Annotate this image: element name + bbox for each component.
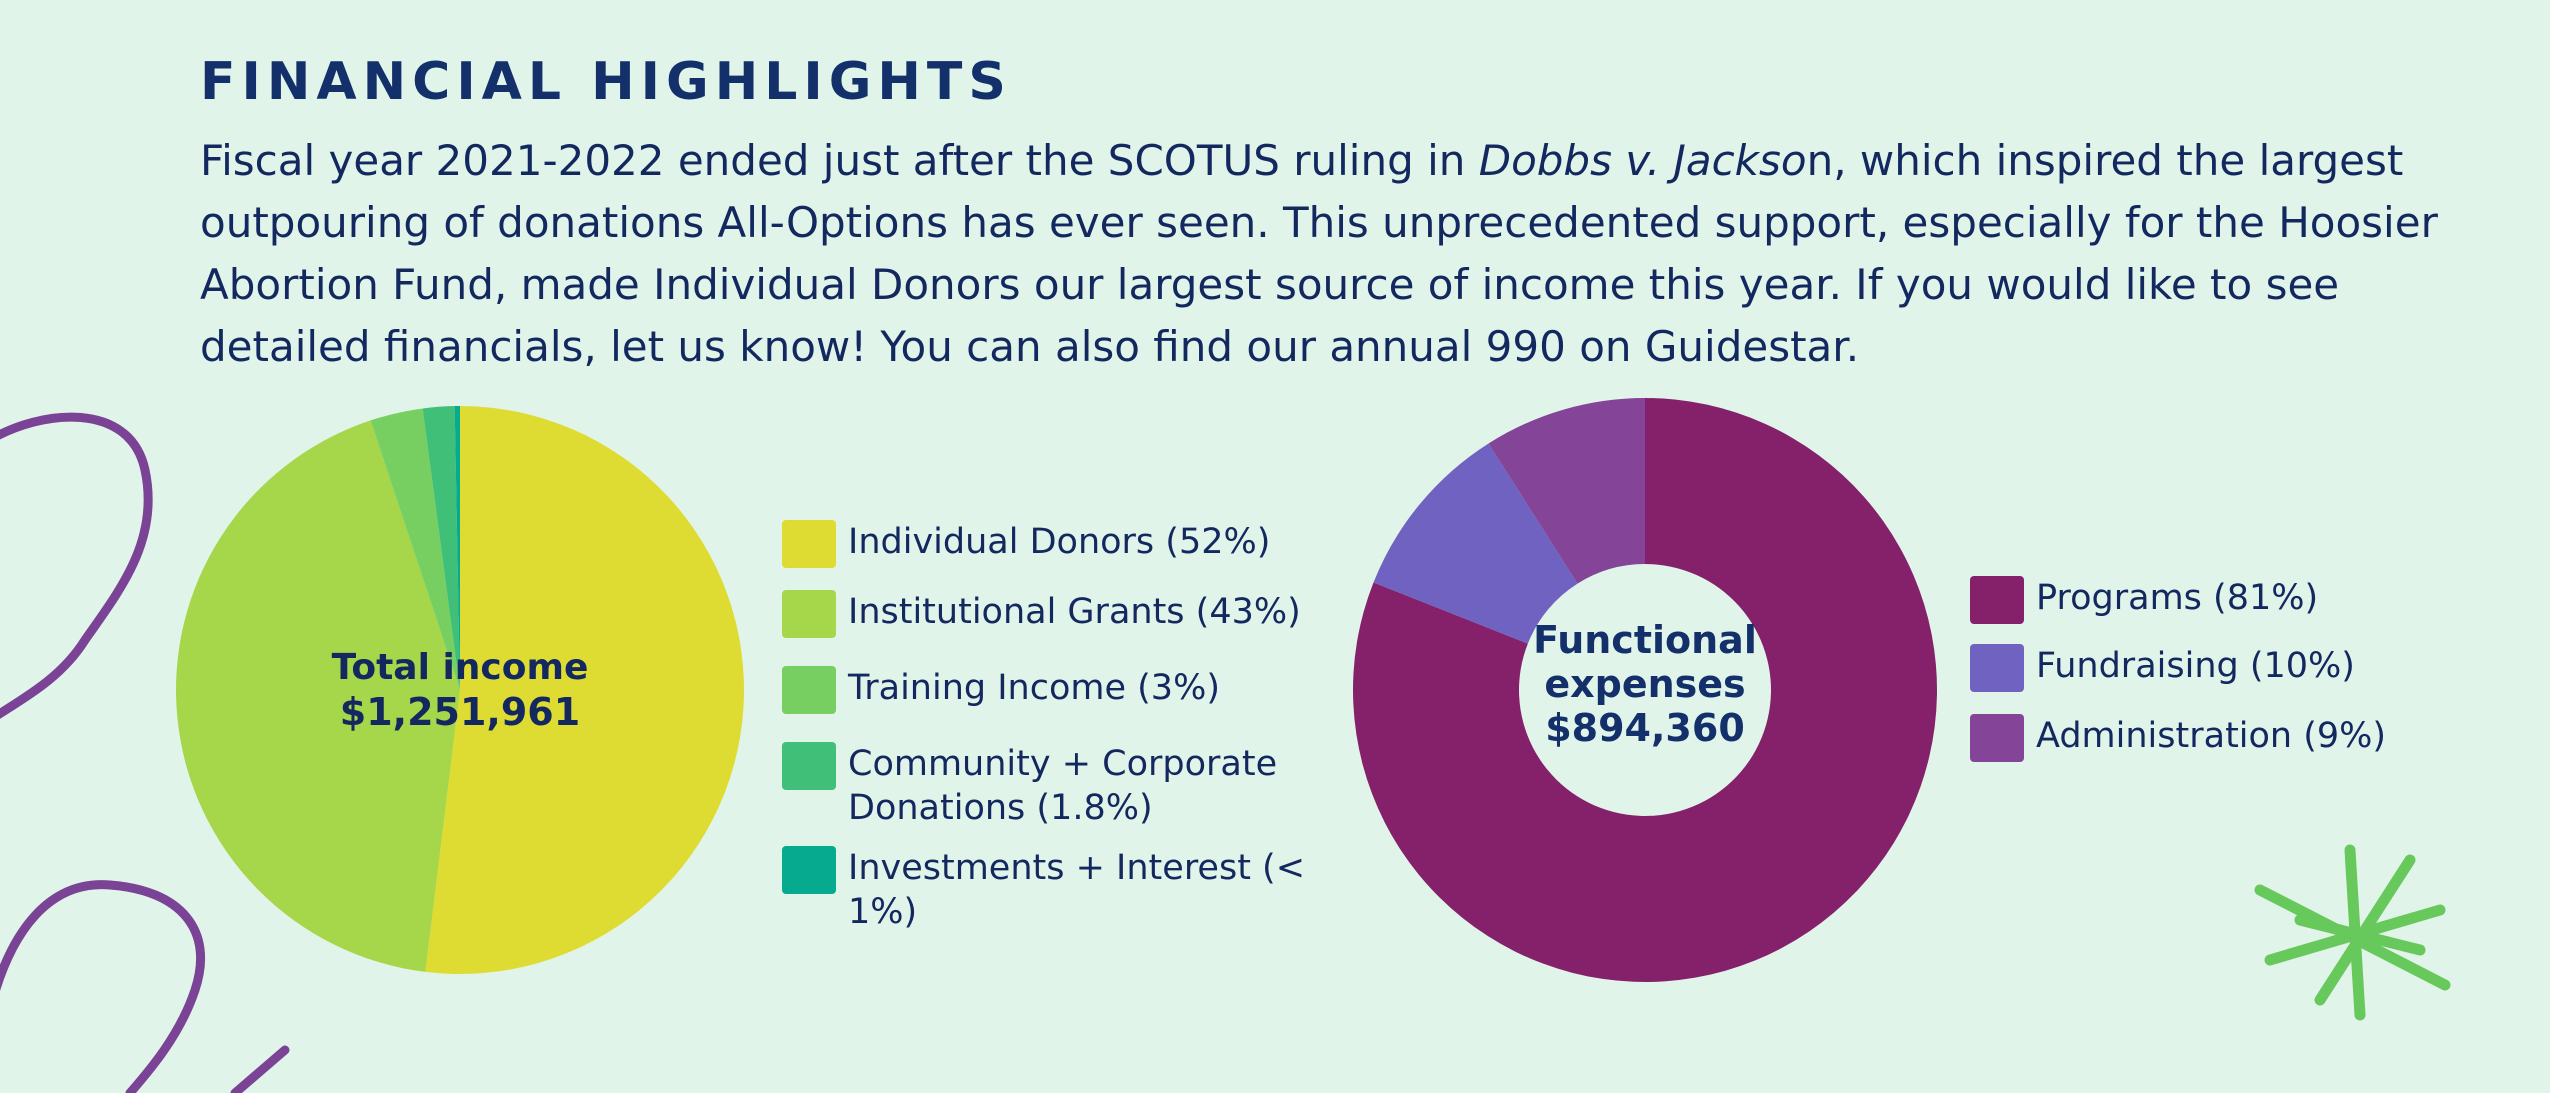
expenses-legend-label-line: Programs (81%) [2036,578,2319,618]
expenses-legend-swatch [1970,576,2024,624]
income-legend-label: Individual Donors (52%) [848,520,1270,564]
intro-text-before: Fiscal year 2021-2022 ended just after t… [200,136,1479,185]
page-title: FINANCIAL HIGHLIGHTS [200,52,1012,112]
expenses-center-title-line2: expenses [1544,662,1746,706]
expenses-legend-item-administration-9: Administration (9%) [1970,714,2386,762]
expenses-slice-fundraising-10 [1373,443,1578,644]
income-slice-institutional-grants-43 [176,420,460,972]
expenses-legend-label-line: Fundraising (10%) [2036,646,2355,686]
expenses-donut-chart [1353,398,1937,983]
expenses-legend-swatch [1970,714,2024,762]
income-legend-label: Institutional Grants (43%) [848,590,1301,634]
expenses-legend-label: Administration (9%) [2036,714,2386,758]
expenses-slice-programs-81 [1353,398,1937,983]
intro-text-after: n, which inspired the largest outpouring… [200,136,2438,371]
expenses-legend-item-fundraising-10: Fundraising (10%) [1970,644,2355,692]
purple-squiggle-bottom [0,880,205,1093]
income-legend-item-community-corporate-donations-1-8: Community + Corporate Donations (1.8%) [782,742,1277,830]
income-legend-label-line: Individual Donors (52%) [848,522,1271,562]
income-legend-label: Training Income (3%) [848,666,1220,710]
case-name: Dobbs v. Jackso [1478,136,1807,185]
income-legend-item-institutional-grants-43: Institutional Grants (43%) [782,590,1301,638]
income-legend-label: Community + Corporate Donations (1.8%) [848,742,1277,830]
green-star-icon [2254,844,2451,1021]
income-center-label: Total income $1,251,961 [280,646,640,734]
expenses-legend-swatch [1970,644,2024,692]
income-total-amount: $1,251,961 [339,690,581,734]
income-legend-swatch [782,590,836,638]
income-legend-label: Investments + Interest (< 1%) [848,846,1382,934]
income-slice-training-income-3 [370,408,460,690]
expenses-total-amount: $894,360 [1545,706,1745,750]
income-legend-swatch [782,742,836,790]
expenses-legend-label: Fundraising (10%) [2036,644,2355,688]
expenses-center-title-line1: Functional [1533,618,1757,662]
income-legend-label-line: Institutional Grants (43%) [848,592,1301,632]
income-pie-chart [176,406,745,974]
income-legend-label-line: Community + Corporate [848,744,1278,784]
income-slice-individual-donors-52 [425,406,745,974]
purple-squiggle-corner [230,1045,290,1093]
income-legend-swatch [782,520,836,568]
income-center-title: Total income [331,647,589,688]
income-slice-community-corporate-donations-1-8 [422,406,460,690]
income-legend-item-individual-donors-52: Individual Donors (52%) [782,520,1270,568]
expenses-legend-label-line: Administration (9%) [2036,716,2387,756]
income-legend-label-line: Training Income (3%) [848,668,1220,708]
income-legend-label-line: Investments + Interest (< 1%) [848,848,1306,932]
income-slice-investments-interest-1 [454,406,460,690]
income-legend-swatch [782,846,836,894]
income-legend-item-training-income-3: Training Income (3%) [782,666,1220,714]
expenses-slice-administration-9 [1488,398,1645,584]
expenses-legend-label: Programs (81%) [2036,576,2318,620]
expenses-center-label: Functional expenses $894,360 [1500,618,1790,750]
income-legend-swatch [782,666,836,714]
intro-paragraph: Fiscal year 2021-2022 ended just after t… [200,130,2440,378]
purple-squiggle-top [0,412,153,719]
income-legend-label-line: Donations (1.8%) [848,788,1153,828]
income-legend-item-investments-interest-1: Investments + Interest (< 1%) [782,846,1382,934]
expenses-legend-item-programs-81: Programs (81%) [1970,576,2318,624]
